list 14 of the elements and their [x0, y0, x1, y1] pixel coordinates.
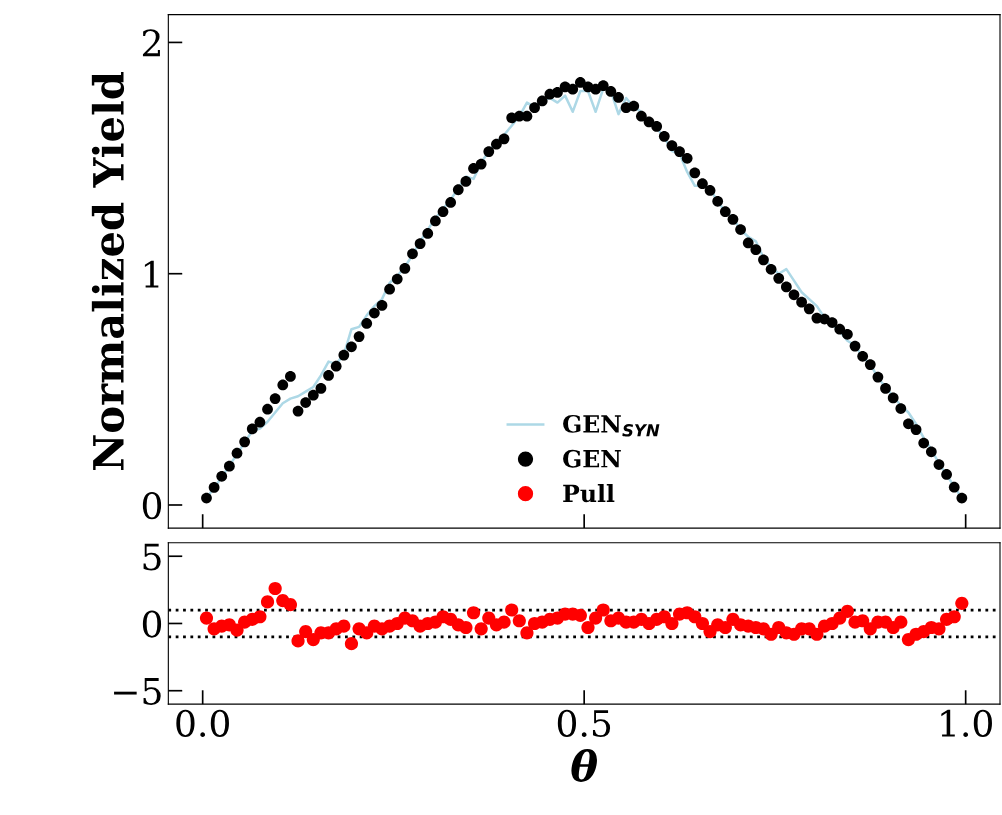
y-tick-label: 0: [142, 491, 162, 520]
legend-label: Pull: [563, 484, 615, 503]
y-tick-label: 1: [144, 260, 159, 288]
legend-label: GEN: [563, 449, 621, 468]
y-tick-label: 0: [142, 610, 162, 638]
x-tick-label: 0.5: [557, 709, 611, 737]
y-tick-label: 5: [143, 543, 161, 571]
legend-label: GEN$_{SYN}$: [563, 414, 660, 437]
y-tick-label: −5: [114, 678, 161, 705]
x-axis-title: θ: [571, 749, 597, 782]
x-tick-label: 1.0: [941, 709, 992, 737]
y-tick-label: 2: [142, 29, 160, 57]
y-axis-title: Normalized Yield: [91, 72, 125, 470]
x-tick-label: 0.0: [176, 709, 229, 737]
